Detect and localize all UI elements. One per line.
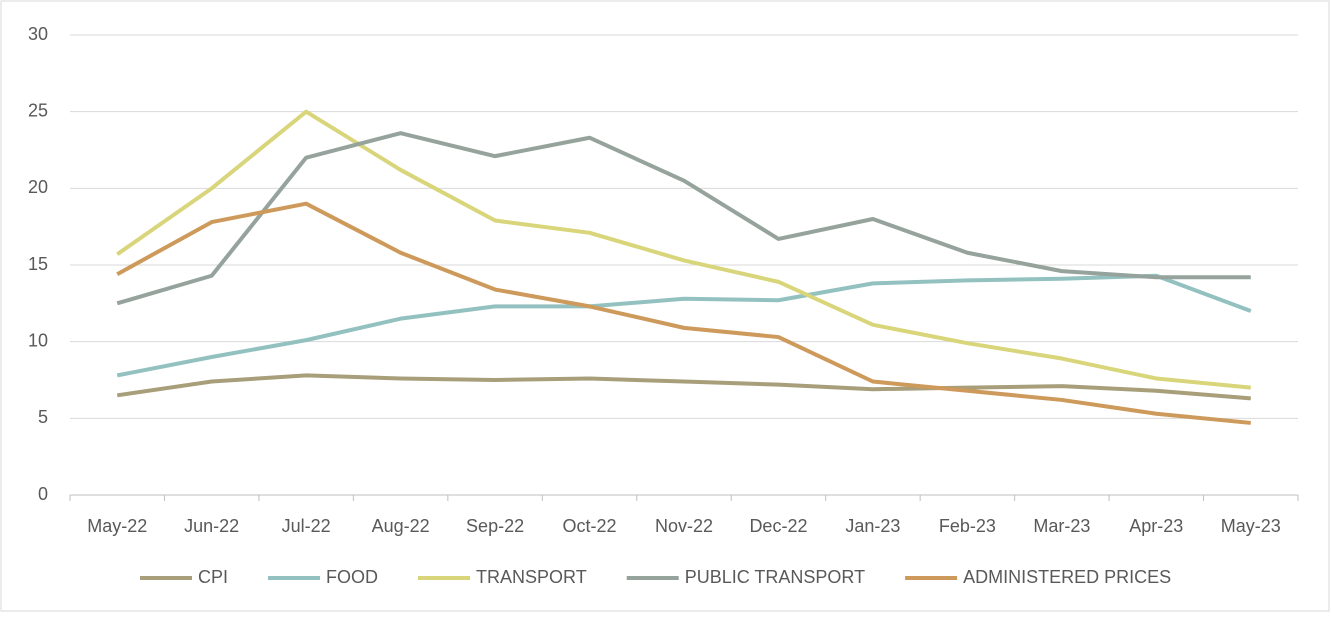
- x-tick-label: May-23: [1221, 516, 1281, 536]
- series-line: [116, 373, 1251, 401]
- x-tick-label: Aug-22: [372, 516, 430, 536]
- legend-label: ADMINISTERED PRICES: [963, 567, 1171, 587]
- y-tick-label: 5: [38, 407, 48, 427]
- series-line: [116, 131, 1251, 306]
- y-tick-label: 10: [28, 330, 48, 350]
- y-tick-label: 30: [28, 24, 48, 44]
- legend-label: FOOD: [326, 567, 378, 587]
- x-tick-label: Jul-22: [282, 516, 331, 536]
- legend-label: TRANSPORT: [476, 567, 587, 587]
- y-tick-label: 15: [28, 254, 48, 274]
- x-tick-label: Sep-22: [466, 516, 524, 536]
- x-tick-label: Mar-23: [1033, 516, 1090, 536]
- series-line: [116, 109, 1251, 390]
- legend-label: CPI: [198, 567, 228, 587]
- y-tick-label: 20: [28, 177, 48, 197]
- x-tick-label: Jun-22: [184, 516, 239, 536]
- legend-label: PUBLIC TRANSPORT: [685, 567, 865, 587]
- y-tick-label: 25: [28, 100, 48, 120]
- y-tick-label: 0: [38, 484, 48, 504]
- x-tick-label: Oct-22: [563, 516, 617, 536]
- series-line: [116, 273, 1252, 378]
- x-tick-label: Nov-22: [655, 516, 713, 536]
- series-line: [116, 201, 1251, 425]
- x-tick-label: May-22: [87, 516, 147, 536]
- x-tick-label: Dec-22: [749, 516, 807, 536]
- x-tick-label: Jan-23: [845, 516, 900, 536]
- x-tick-label: Feb-23: [939, 516, 996, 536]
- x-tick-label: Apr-23: [1129, 516, 1183, 536]
